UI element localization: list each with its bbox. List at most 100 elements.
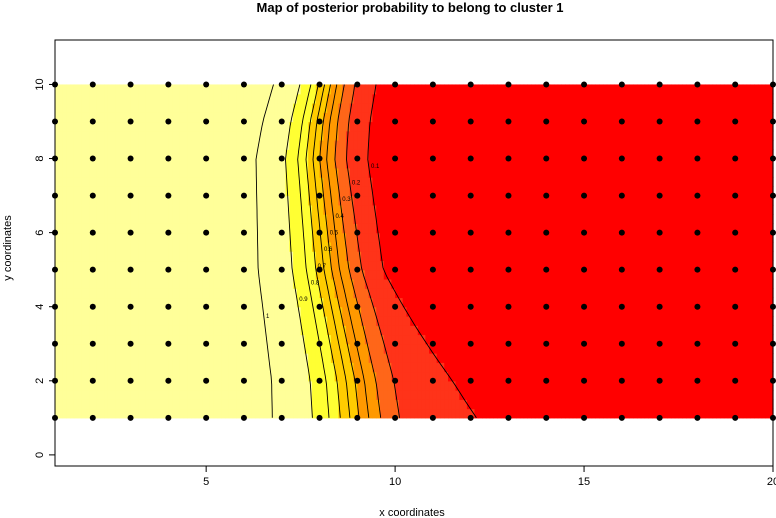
field-cell	[708, 353, 714, 363]
field-cell	[361, 315, 366, 326]
field-cell	[542, 223, 547, 234]
field-cell	[655, 251, 661, 262]
field-cell	[561, 371, 566, 382]
field-cell	[217, 306, 222, 317]
field-cell	[421, 278, 426, 289]
field-cell	[621, 251, 627, 262]
field-cell	[334, 269, 340, 280]
field-cell	[300, 380, 306, 391]
field-cell	[531, 371, 536, 382]
field-cell	[266, 223, 271, 234]
field-cell	[519, 371, 525, 382]
field-cell	[96, 288, 101, 299]
field-cell	[395, 177, 400, 187]
field-cell	[534, 204, 540, 215]
field-cell	[327, 353, 332, 363]
field-cell	[553, 353, 559, 363]
field-cell	[153, 214, 158, 224]
field-cell	[221, 269, 226, 280]
field-cell	[100, 241, 105, 252]
field-cell	[387, 251, 392, 262]
field-cell	[194, 278, 200, 289]
field-cell	[77, 195, 83, 206]
field-cell	[485, 399, 491, 410]
field-cell	[414, 195, 419, 206]
field-cell	[100, 353, 105, 363]
field-cell	[557, 325, 562, 336]
field-cell	[606, 186, 612, 197]
field-cell	[383, 353, 389, 363]
field-cell	[96, 278, 101, 289]
field-cell	[277, 204, 283, 215]
field-cell	[225, 260, 230, 271]
field-cell	[353, 371, 358, 382]
field-cell	[610, 278, 615, 289]
field-cell	[474, 353, 479, 363]
field-cell	[232, 390, 237, 400]
field-cell	[636, 269, 642, 280]
field-cell	[391, 353, 396, 363]
field-cell	[311, 269, 317, 280]
field-cell	[330, 241, 336, 252]
field-cell	[606, 334, 612, 345]
field-cell	[73, 353, 79, 363]
field-cell	[383, 297, 389, 308]
field-cell	[636, 232, 642, 243]
field-cell	[123, 269, 128, 280]
field-cell	[262, 306, 268, 317]
field-cell	[512, 223, 517, 234]
field-cell	[599, 343, 604, 354]
field-cell	[179, 390, 185, 400]
field-cell	[667, 204, 672, 215]
field-cell	[179, 223, 185, 234]
field-cell	[398, 251, 404, 262]
field-cell	[489, 214, 494, 224]
field-cell	[138, 232, 143, 243]
field-cell	[610, 325, 615, 336]
field-cell	[395, 214, 400, 224]
field-cell	[349, 288, 355, 299]
field-cell	[553, 297, 559, 308]
field-cell	[542, 315, 547, 326]
field-cell	[406, 278, 411, 289]
field-cell	[342, 380, 347, 391]
field-cell	[546, 399, 551, 410]
field-cell	[466, 371, 472, 382]
field-cell	[463, 353, 468, 363]
field-cell	[602, 251, 608, 262]
field-cell	[682, 315, 687, 326]
field-cell	[334, 177, 340, 187]
field-cell	[179, 371, 185, 382]
field-cell	[255, 306, 260, 317]
field-cell	[701, 380, 706, 391]
field-cell	[761, 232, 767, 243]
field-cell	[614, 315, 619, 326]
field-cell	[372, 380, 377, 391]
field-cell	[429, 371, 434, 382]
field-cell	[134, 297, 139, 308]
field-cell	[73, 232, 79, 243]
field-cell	[425, 223, 430, 234]
field-cell	[466, 390, 472, 400]
field-cell	[697, 306, 702, 317]
field-cell	[587, 177, 593, 187]
field-cell	[285, 334, 290, 345]
field-cell	[504, 223, 510, 234]
field-cell	[670, 223, 676, 234]
field-cell	[213, 195, 219, 206]
field-cell	[293, 269, 298, 280]
field-cell	[81, 288, 86, 299]
field-cell	[425, 214, 430, 224]
field-cell	[134, 343, 139, 354]
field-cell	[104, 334, 109, 345]
field-cell	[191, 343, 196, 354]
field-cell	[236, 399, 241, 410]
field-cell	[618, 380, 623, 391]
field-cell	[209, 223, 215, 234]
field-cell	[444, 241, 449, 252]
field-cell	[345, 204, 351, 215]
field-cell	[262, 214, 268, 224]
field-cell	[353, 260, 358, 271]
field-cell	[534, 177, 540, 187]
field-cell	[172, 204, 177, 215]
